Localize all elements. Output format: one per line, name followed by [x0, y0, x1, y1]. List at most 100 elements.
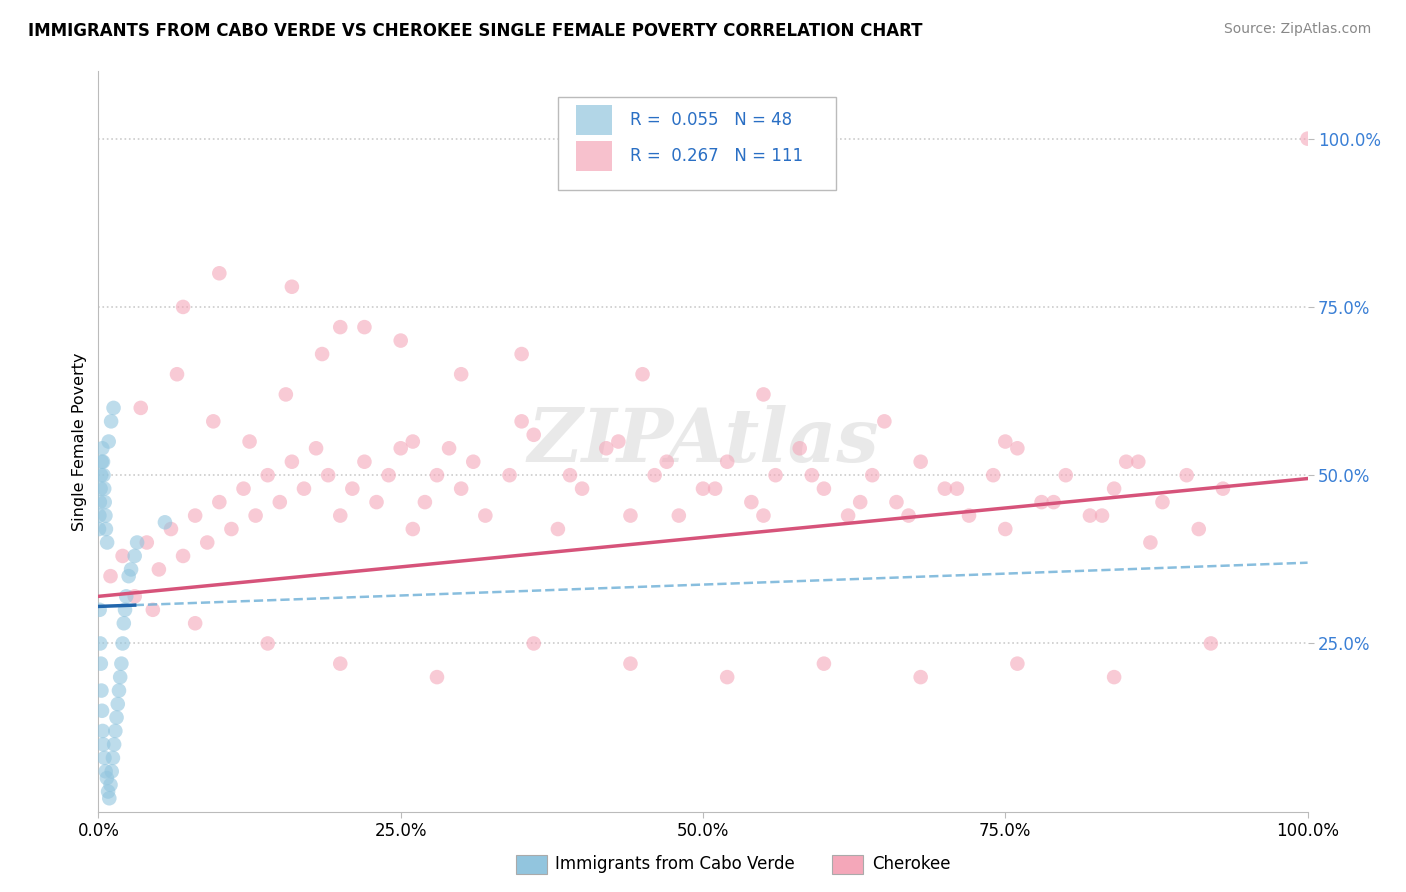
Point: [305, 442, 328, 456]
Point: [704, 482, 727, 496]
Point: [752, 508, 775, 523]
Point: [90, 468, 112, 483]
Point: [329, 657, 352, 671]
Point: [426, 468, 449, 483]
Point: [437, 442, 460, 456]
Point: [716, 670, 738, 684]
Point: [607, 434, 630, 449]
Point: [800, 468, 823, 483]
Point: [837, 508, 859, 523]
Point: [184, 508, 207, 523]
Point: [994, 434, 1017, 449]
Point: [571, 482, 593, 496]
Point: [100, 414, 122, 428]
Point: [166, 368, 188, 382]
Point: [118, 569, 141, 583]
Point: [619, 508, 641, 523]
Point: [450, 482, 472, 496]
Point: [692, 482, 714, 496]
Text: R =  0.055   N = 48: R = 0.055 N = 48: [630, 112, 793, 129]
Point: [377, 468, 399, 483]
Point: [1102, 670, 1125, 684]
Text: Source: ZipAtlas.com: Source: ZipAtlas.com: [1223, 22, 1371, 37]
Point: [115, 590, 138, 604]
Point: [342, 482, 364, 496]
Point: [91, 442, 114, 456]
Point: [402, 522, 425, 536]
Point: [752, 387, 775, 401]
Point: [91, 455, 114, 469]
Point: [101, 751, 124, 765]
Text: ZIPAtlas: ZIPAtlas: [527, 405, 879, 478]
Point: [1212, 482, 1234, 496]
Point: [98, 791, 121, 805]
Point: [90, 683, 112, 698]
Point: [108, 683, 131, 698]
FancyBboxPatch shape: [576, 105, 613, 135]
Point: [105, 710, 128, 724]
Point: [523, 636, 546, 650]
Point: [1296, 131, 1319, 145]
Point: [108, 670, 131, 684]
Point: [256, 468, 278, 483]
Point: [498, 468, 520, 483]
Point: [107, 697, 129, 711]
Point: [96, 771, 118, 785]
Point: [631, 368, 654, 382]
Point: [232, 482, 254, 496]
Point: [129, 401, 152, 415]
Point: [91, 738, 114, 752]
Point: [120, 562, 142, 576]
Point: [389, 442, 412, 456]
Point: [886, 495, 908, 509]
Point: [910, 670, 932, 684]
Point: [94, 522, 117, 536]
Point: [91, 723, 114, 738]
Point: [353, 455, 375, 469]
Point: [89, 508, 111, 523]
Point: [910, 455, 932, 469]
Point: [1031, 495, 1053, 509]
Point: [402, 434, 425, 449]
Text: IMMIGRANTS FROM CABO VERDE VS CHEROKEE SINGLE FEMALE POVERTY CORRELATION CHART: IMMIGRANTS FROM CABO VERDE VS CHEROKEE S…: [28, 22, 922, 40]
Point: [413, 495, 436, 509]
Text: R =  0.267   N = 111: R = 0.267 N = 111: [630, 147, 804, 165]
Point: [94, 508, 117, 523]
Point: [1042, 495, 1064, 509]
Text: Cherokee: Cherokee: [872, 855, 950, 873]
Point: [274, 387, 297, 401]
Point: [329, 320, 352, 334]
Point: [1152, 495, 1174, 509]
Point: [740, 495, 762, 509]
Point: [127, 535, 149, 549]
Point: [292, 482, 315, 496]
Point: [93, 468, 115, 483]
Point: [366, 495, 388, 509]
Y-axis label: Single Female Poverty: Single Female Poverty: [72, 352, 87, 531]
Point: [946, 482, 969, 496]
Point: [89, 495, 111, 509]
Point: [329, 508, 352, 523]
Point: [153, 516, 176, 530]
Point: [860, 468, 883, 483]
Point: [90, 657, 112, 671]
Point: [172, 549, 194, 563]
Point: [813, 482, 835, 496]
Point: [523, 427, 546, 442]
Point: [97, 434, 120, 449]
Point: [1199, 636, 1222, 650]
Point: [142, 603, 165, 617]
Point: [897, 508, 920, 523]
Point: [195, 535, 218, 549]
Point: [90, 455, 112, 469]
Point: [94, 764, 117, 779]
Point: [981, 468, 1004, 483]
Point: [89, 636, 111, 650]
Point: [994, 522, 1017, 536]
Point: [111, 636, 134, 650]
Point: [558, 468, 581, 483]
Point: [100, 764, 122, 779]
Point: [957, 508, 980, 523]
Point: [668, 508, 690, 523]
Point: [103, 401, 125, 415]
